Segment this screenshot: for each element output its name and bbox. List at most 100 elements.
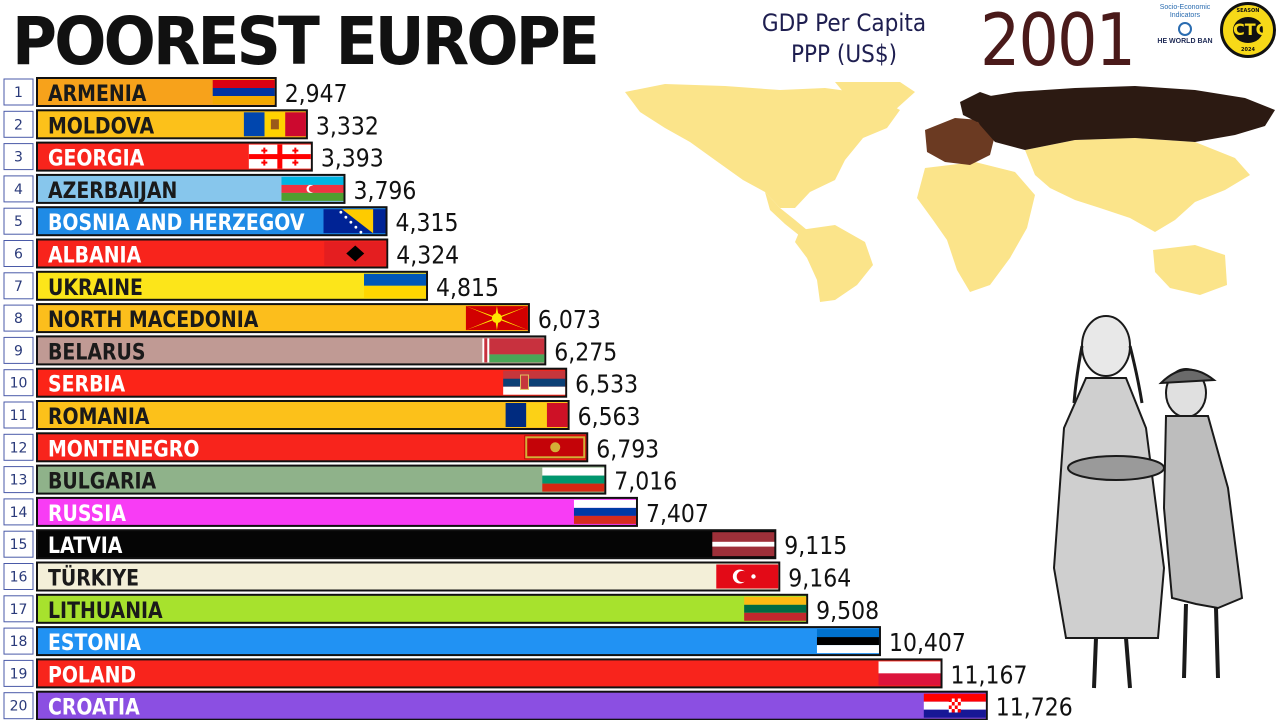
country-label: BOSNIA AND HERZEGOV [48, 210, 305, 236]
bar [36, 626, 881, 657]
rank-box [3, 563, 34, 590]
girl-dress [1052, 377, 1166, 639]
country-label: BELARUS [48, 339, 146, 365]
rank-label: 5 [14, 214, 23, 230]
value-label: 3,796 [353, 176, 416, 206]
rank-box [3, 433, 34, 461]
bar-row: 8 NORTH MACEDONIA 6,073 [3, 303, 601, 335]
bar [36, 496, 638, 527]
channel-badge: SEASON CTG 2024 [1220, 2, 1276, 58]
rank-label: 13 [10, 473, 28, 489]
country-label: LITHUANIA [48, 597, 163, 623]
rank-label: 10 [10, 376, 28, 392]
map-australia [1153, 245, 1227, 295]
bar-row: 19 POLAND 11,167 [3, 658, 1028, 690]
rank-label: 6 [14, 247, 23, 263]
country-label: ALBANIA [48, 242, 141, 268]
badge-top-text: SEASON [1236, 8, 1260, 14]
bar [36, 593, 809, 624]
albania-flag-icon [324, 241, 387, 266]
value-label: 2,947 [285, 79, 348, 109]
rank-box [3, 530, 34, 558]
rank-box [3, 692, 34, 720]
rank-label: 15 [10, 537, 28, 553]
georgia-flag-icon [248, 144, 311, 169]
subtitle-line-1: GDP Per Capita [761, 9, 927, 37]
rank-label: 1 [14, 85, 23, 101]
bar-row: 13 BULGARIA 7,016 [3, 464, 677, 496]
value-label: 11,167 [951, 660, 1028, 690]
subtitle-line-2: PPP (US$) [790, 40, 898, 68]
country-label: POLAND [48, 662, 136, 688]
bar-row: 5 BOSNIA AND HERZEGOV 4,315 [3, 206, 459, 238]
map-asia [1025, 138, 1250, 232]
value-label: 4,315 [396, 208, 459, 238]
source-line-1: Socio-Economic [1159, 4, 1211, 11]
value-label: 4,324 [396, 240, 459, 270]
rank-label: 18 [10, 634, 28, 650]
bar-row: 14 RUSSIA 7,407 [3, 496, 709, 528]
bar [36, 658, 943, 689]
rank-label: 3 [14, 150, 23, 166]
value-label: 3,332 [316, 111, 379, 141]
montenegro-flag-icon [524, 435, 587, 460]
girl-legs [1092, 637, 1132, 689]
rank-box [3, 401, 34, 429]
croatia-flag-icon [923, 693, 986, 718]
value-label: 10,407 [889, 628, 966, 658]
rank-box [3, 595, 34, 623]
turkiye-flag-icon [716, 564, 779, 589]
value-label: 6,533 [575, 369, 638, 399]
rank-label: 17 [10, 602, 28, 618]
badge-logo: CTG [1233, 17, 1269, 43]
map-central-america [765, 192, 807, 236]
rank-label: 20 [10, 699, 28, 715]
latvia-flag-icon [712, 532, 775, 557]
bar [36, 690, 988, 720]
bar-row: 12 MONTENEGRO 6,793 [3, 432, 659, 464]
north-macedonia-flag-icon [465, 306, 528, 331]
value-label: 6,073 [538, 305, 601, 335]
rank-label: 19 [10, 666, 28, 682]
armenia-flag-icon [212, 80, 275, 104]
map-europe-east [965, 86, 1275, 150]
value-label: 6,563 [578, 402, 641, 432]
country-label: GEORGIA [48, 145, 144, 171]
rank-box [3, 272, 34, 300]
rank-label: 8 [14, 311, 23, 327]
map-greenland [835, 82, 915, 110]
russia-flag-icon [573, 499, 636, 524]
value-label: 3,393 [321, 143, 384, 173]
bar-row: 11 ROMANIA 6,563 [3, 400, 641, 432]
country-label: MONTENEGRO [48, 436, 199, 462]
bar-row: 17 LITHUANIA 9,508 [3, 593, 879, 625]
girl-hair [1072, 345, 1144, 404]
value-label: 6,793 [596, 434, 659, 464]
bar [36, 270, 429, 301]
rank-label: 11 [10, 408, 28, 424]
bar [36, 367, 568, 398]
bar [36, 561, 781, 592]
chart-subtitle: GDP Per Capita PPP (US$) [744, 8, 944, 70]
rank-box [3, 207, 34, 235]
bar-row: 1 ARMENIA 2,947 [3, 77, 348, 109]
world-bank-logo: Socio-Economic Indicators HE WORLD BAN [1150, 4, 1220, 66]
bar [36, 529, 777, 560]
bar-row: 2 MOLDOVA 3,332 [3, 109, 379, 141]
rank-label: 4 [14, 182, 23, 198]
bosnia-flag-icon [323, 209, 386, 234]
bar-row: 6 ALBANIA 4,324 [3, 238, 459, 270]
map-africa [917, 162, 1035, 292]
globe-icon [1178, 22, 1192, 36]
moldova-flag-icon [243, 112, 306, 137]
country-label: MOLDOVA [48, 113, 154, 139]
bar-row: 16 TÜRKIYE 9,164 [3, 561, 851, 593]
country-label: TÜRKIYE [48, 564, 139, 591]
badge-bottom-text: 2024 [1241, 47, 1255, 53]
country-label: ARMENIA [48, 81, 147, 107]
rank-label: 14 [10, 505, 28, 521]
bar [36, 400, 570, 430]
rank-label: 2 [14, 117, 23, 133]
source-line-2: Indicators [1169, 12, 1201, 19]
year-label: 2001 [980, 0, 1136, 82]
